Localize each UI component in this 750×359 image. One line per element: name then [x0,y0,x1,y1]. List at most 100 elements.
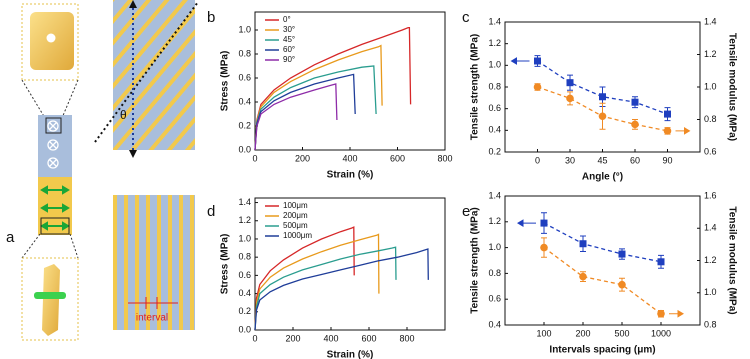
zoom-line [61,79,79,119]
x-tick-label: 600 [361,333,376,343]
plot-frame [504,195,701,326]
y-tick-label: 0.8 [238,48,251,58]
y-tick-label: 0.4 [238,288,251,298]
trend-line [543,247,662,315]
data-point [657,309,665,318]
x-tick-label: 400 [342,153,357,163]
y-tick-label: 1.0 [488,60,501,70]
stress-strain-curve [254,65,377,151]
inset-box [21,3,79,81]
y-tick-label: 1.0 [238,233,251,243]
y-tick-label: 0.6 [238,270,251,280]
y-tick-label: 0.6 [238,72,251,82]
legend-label: 1000μm [283,231,312,240]
zoom-box [40,217,70,235]
y-tick-label: 1.0 [238,24,251,34]
green-rod [34,292,66,299]
panel-label: c [462,9,470,26]
y-tick-label: 0.2 [238,120,251,130]
stress-strain-curve [254,226,355,331]
y2-axis-label: Tensile modulus (MPa) [726,33,737,141]
y2-tick-label: 1.2 [704,49,717,59]
data-point [540,219,548,227]
data-point [533,83,542,91]
legend-label: 45° [283,35,295,44]
x-tick-label: 200 [285,333,300,343]
zoom-line [69,233,79,259]
x-tick-label: 0 [535,155,540,165]
diagonal-stripes [113,0,195,150]
x-tick-label: 0 [252,153,257,163]
angle-label: θ [120,108,127,122]
legend-label: 500μm [283,221,308,230]
y-axis-label: Tensile strength (MPa) [470,34,481,141]
panel-label: b [207,9,215,26]
inset-box [21,257,79,341]
panel-label: a [6,229,15,246]
zoom-line [21,233,41,259]
y2-tick-label: 1.4 [704,223,717,233]
stress-strain-curve [254,248,429,331]
y2-axis-label: Tensile modulus (MPa) [726,206,737,314]
x-tick-label: 200 [295,153,310,163]
y2-tick-label: 0.8 [704,319,717,329]
x-tick-label: 800 [399,333,414,343]
y-tick-label: 1.4 [238,197,251,207]
y2-tick-label: 1.0 [704,81,717,91]
data-point [657,258,665,266]
zoom-line [21,79,46,119]
x-axis-label: Intervals spacing (μm) [549,345,655,356]
y2-tick-label: 0.6 [704,146,717,156]
stress-strain-curve [254,246,397,331]
x-tick-label: 60 [630,155,640,165]
y-tick-label: 0.4 [488,125,501,135]
y-tick-label: 1.2 [238,215,251,225]
x-axis-label: Strain (%) [327,350,374,359]
x-tick-label: 500 [614,328,629,338]
axis-arrow [517,219,536,227]
y-tick-label: 1.4 [488,16,501,26]
y-tick-label: 0.4 [488,319,501,329]
data-point [631,98,639,106]
y-tick-label: 0.4 [238,96,251,106]
trend-line [543,222,662,263]
data-point [566,79,574,87]
axis-arrow [669,309,684,318]
axis-arrow [675,126,691,135]
y-tick-label: 0.6 [488,103,501,113]
y-tick-label: 0.2 [238,306,251,316]
stress-strain-curve [254,26,412,151]
data-point [599,93,606,101]
out-of-plane-marks [47,120,59,169]
stress-strain-curve [254,73,356,151]
data-point [579,240,587,248]
in-plane-arrows [40,185,70,231]
panel-label: e [462,203,470,220]
x-tick-label: 0 [252,333,257,343]
x-tick-label: 100 [536,328,551,338]
data-point [618,280,626,289]
y-tick-label: 0.6 [488,294,501,304]
legend-label: 0° [283,15,291,24]
y-tick-label: 0.8 [238,252,251,262]
y2-tick-label: 0.8 [704,114,717,124]
data-point [598,112,607,121]
x-tick-label: 30 [565,155,575,165]
x-axis-label: Strain (%) [327,170,374,181]
data-point [540,243,548,252]
legend-label: 30° [283,25,295,34]
y-tick-label: 0.0 [238,324,251,334]
plot-frame [254,197,446,331]
data-point [631,120,639,129]
vertical-stripes [113,195,195,330]
y-axis-label: Tensile strength (MPa) [470,207,481,314]
y-axis-label: Stress (MPa) [220,51,231,112]
legend-label: 200μm [283,211,308,220]
x-tick-label: 800 [437,153,452,163]
interval-label: interval [136,313,168,324]
y-tick-label: 0.2 [488,146,501,156]
panel-a: a θ interval [6,0,199,341]
y-tick-label: 0.8 [488,81,501,91]
y2-tick-label: 1.4 [704,16,717,26]
